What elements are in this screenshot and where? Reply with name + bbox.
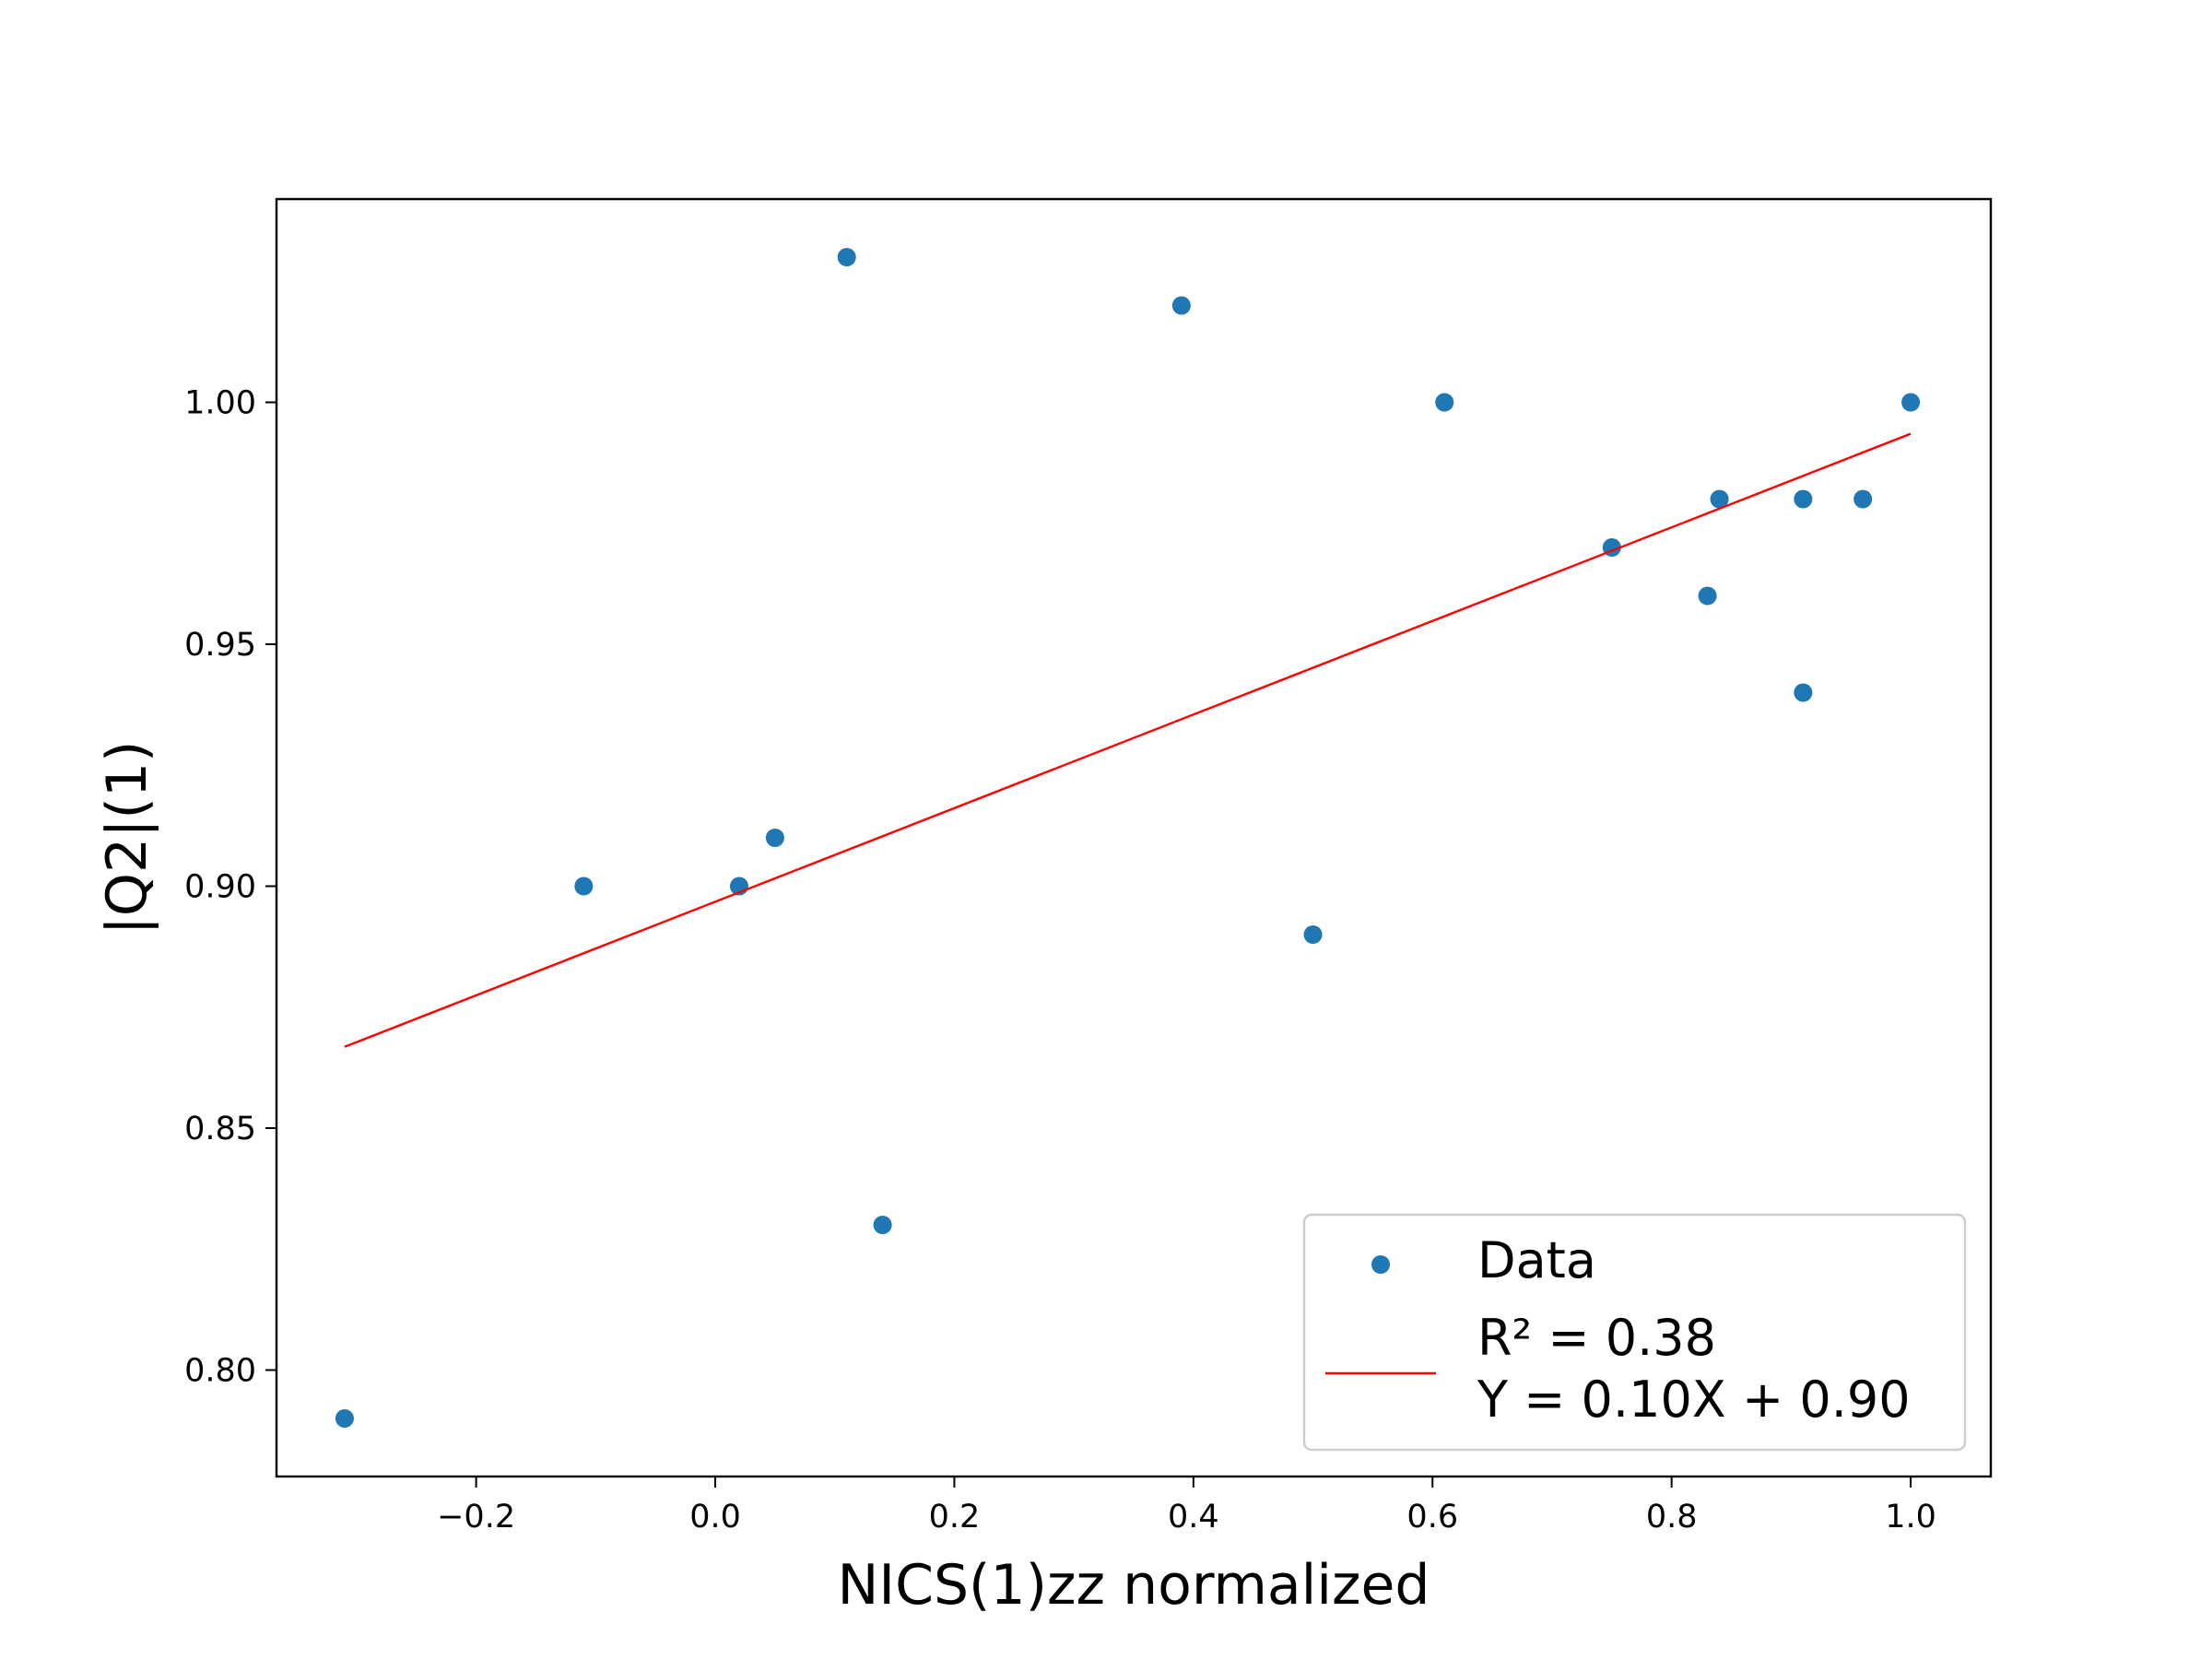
x-tick-label: 0.0	[689, 1499, 741, 1535]
x-axis-ticks: −0.2 0.0 0.2 0.4 0.6 0.8 1.0	[437, 1477, 1936, 1535]
data-point	[1710, 489, 1729, 509]
x-tick-label: 0.2	[929, 1499, 981, 1535]
legend-marker-data	[1371, 1255, 1390, 1274]
y-tick-label: 0.85	[184, 1111, 256, 1147]
data-point	[1435, 393, 1454, 412]
data-point	[335, 1409, 354, 1428]
legend-label-data: Data	[1477, 1231, 1596, 1289]
y-tick-label: 1.00	[184, 385, 256, 422]
legend-frame	[1302, 1213, 1967, 1452]
x-tick-label: 0.6	[1406, 1499, 1458, 1535]
data-point	[1794, 683, 1813, 702]
y-tick-label: 0.95	[184, 627, 256, 664]
y-tick-label: 0.90	[184, 869, 256, 906]
data-point	[1901, 393, 1921, 412]
plot-marks	[335, 248, 1921, 1428]
legend-label-r-squared: R² = 0.38	[1477, 1309, 1716, 1367]
data-point	[1303, 925, 1323, 944]
data-point	[1853, 489, 1873, 509]
y-tick-label: 0.80	[184, 1353, 256, 1390]
axes-frame	[275, 197, 1993, 1478]
data-point	[574, 877, 594, 896]
x-tick-label: 1.0	[1885, 1499, 1936, 1535]
fit-line	[344, 432, 1912, 1048]
data-point	[765, 829, 784, 847]
data-point	[837, 248, 856, 266]
x-tick-label: −0.2	[437, 1499, 515, 1535]
x-axis-label: NICS(1)zz normalized	[837, 1553, 1430, 1618]
legend: Data R² = 0.38 Y = 0.10X + 0.90	[1302, 1213, 1967, 1452]
data-point	[873, 1216, 892, 1234]
y-axis-ticks: 0.80 0.85 0.90 0.95 1.00	[184, 385, 276, 1390]
data-point	[1794, 489, 1813, 509]
data-point	[1171, 296, 1191, 315]
x-tick-label: 0.4	[1168, 1499, 1219, 1535]
data-point	[1698, 586, 1717, 606]
legend-label-fit-equation: Y = 0.10X + 0.90	[1477, 1371, 1911, 1429]
y-axis-label: |Q2|(1)	[95, 741, 159, 935]
x-tick-label: 0.8	[1646, 1499, 1698, 1535]
